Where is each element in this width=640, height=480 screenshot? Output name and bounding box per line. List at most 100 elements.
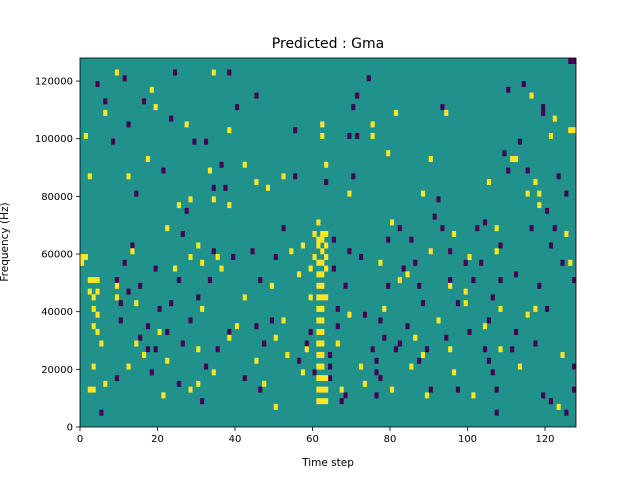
heatmap-cell-high [95, 288, 100, 295]
heatmap-cell-high [390, 219, 395, 226]
heatmap-cell-low [211, 184, 216, 191]
heatmap-cell-low [556, 173, 561, 180]
heatmap-cell-high [316, 282, 321, 289]
heatmap-cell-low [204, 138, 209, 145]
heatmap-cell-high [91, 294, 96, 301]
heatmap-cell-low [281, 225, 286, 232]
heatmap-cell-high [533, 179, 538, 186]
heatmap-cell-high [289, 248, 294, 255]
heatmap-cell-low [467, 328, 472, 335]
heatmap-cell-high [134, 340, 139, 347]
heatmap-cell-low [432, 213, 437, 220]
x-tick-label: 0 [77, 434, 83, 445]
heatmap-cell-low [196, 294, 201, 301]
heatmap-cell-high [386, 150, 391, 157]
heatmap-cell-high [227, 202, 232, 209]
heatmap-cell-high [324, 265, 329, 272]
heatmap-cell-low [328, 352, 333, 359]
heatmap-cell-high [87, 173, 92, 180]
heatmap-cell-low [370, 346, 375, 353]
heatmap-cell-high [114, 282, 119, 289]
heatmap-cell-high [281, 173, 286, 180]
heatmap-cell-high [324, 254, 329, 260]
heatmap-cell-high [483, 323, 488, 330]
heatmap-cell-low [134, 190, 139, 197]
heatmap-cell-low [126, 288, 131, 295]
heatmap-cell-low [374, 392, 379, 399]
heatmap-cell-high [134, 300, 139, 307]
heatmap-cell-low [405, 323, 410, 330]
heatmap-cell-low [560, 259, 565, 266]
heatmap-cell-low [339, 398, 344, 405]
heatmap-cell-high [463, 300, 468, 307]
heatmap-cell-low [335, 323, 340, 330]
heatmap-cell-low [533, 340, 538, 347]
heatmap-cell-low [351, 104, 356, 111]
heatmap-cell-low [142, 98, 147, 105]
heatmap-cell-low [366, 75, 371, 82]
heatmap-cell-low [347, 132, 352, 139]
heatmap-cell-low [145, 346, 150, 353]
heatmap-cell-low [494, 409, 499, 416]
heatmap-cell-low [355, 92, 360, 99]
heatmap-cell-low [130, 242, 135, 249]
heatmap-cell-high [463, 288, 468, 295]
x-tick-label: 80 [384, 434, 397, 445]
heatmap-cell-low [568, 58, 573, 64]
heatmap-cell-high [320, 121, 325, 128]
heatmap-cell-high [184, 121, 189, 128]
heatmap-cell-low [545, 207, 550, 214]
heatmap-cell-high [409, 363, 414, 370]
heatmap-cell-high [428, 248, 433, 255]
heatmap-cell-low [99, 409, 104, 416]
heatmap-cell-low [219, 161, 224, 168]
heatmap-cell-high [130, 248, 135, 255]
x-axis-label: Time step [301, 457, 354, 469]
y-tick-label: 100000 [35, 134, 73, 145]
heatmap-cell-low [200, 398, 205, 405]
heatmap-cell-low [269, 317, 274, 324]
heatmap-cell-low [173, 69, 178, 76]
heatmap-cell-low [343, 282, 348, 289]
heatmap-cell-low [479, 259, 484, 266]
heatmap-cell-low [521, 81, 526, 88]
heatmap-cell-low [548, 398, 553, 405]
heatmap-cell-high [304, 346, 309, 353]
heatmap-cell-high [99, 340, 104, 347]
heatmap-cell-high [196, 380, 201, 387]
heatmap-cell-low [572, 386, 577, 393]
heatmap-cell-high [320, 375, 325, 382]
heatmap-cell-low [192, 138, 197, 145]
heatmap-cell-high [312, 254, 317, 260]
heatmap-cell-high [320, 282, 325, 289]
heatmap-cell-high [316, 352, 321, 359]
heatmap-cell-low [471, 277, 476, 284]
heatmap-cell-low [215, 346, 220, 353]
heatmap-cell-high [564, 230, 569, 237]
heatmap-cell-low [498, 277, 503, 284]
heatmap-cell-high [390, 386, 395, 393]
heatmap-cell-low [537, 282, 542, 289]
heatmap-cell-low [564, 409, 569, 416]
heatmap-cell-high [529, 92, 534, 99]
heatmap-cell-high [87, 288, 92, 295]
heatmap-cell-low [463, 259, 468, 266]
heatmap-cell-high [467, 254, 472, 260]
heatmap-cell-low [397, 225, 402, 232]
heatmap-cell-low [548, 242, 553, 249]
heatmap-cell-low [541, 109, 546, 116]
heatmap-cell-low [273, 254, 278, 260]
heatmap-cell-low [572, 277, 577, 284]
heatmap-cell-low [114, 375, 119, 382]
heatmap-cell-low [490, 294, 495, 301]
heatmap-cell-low [541, 104, 546, 111]
heatmap-cell-low [254, 323, 259, 330]
heatmap-cell-high [533, 305, 538, 312]
heatmap-cell-low [490, 369, 495, 376]
heatmap-cell-high [397, 277, 402, 284]
heatmap-cell-low [498, 242, 503, 249]
heatmap-cell-low [502, 150, 507, 157]
heatmap-cell-low [328, 363, 333, 370]
heatmap-cell-high [165, 357, 170, 364]
heatmap-cell-high [537, 202, 542, 209]
